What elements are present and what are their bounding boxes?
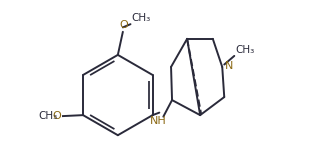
Text: N: N	[225, 61, 233, 71]
Text: O: O	[53, 111, 61, 121]
Text: CH₃: CH₃	[235, 45, 254, 55]
Text: CH₃: CH₃	[132, 13, 151, 23]
Text: CH₃: CH₃	[39, 111, 58, 121]
Text: NH: NH	[150, 116, 167, 126]
Text: O: O	[120, 20, 128, 30]
